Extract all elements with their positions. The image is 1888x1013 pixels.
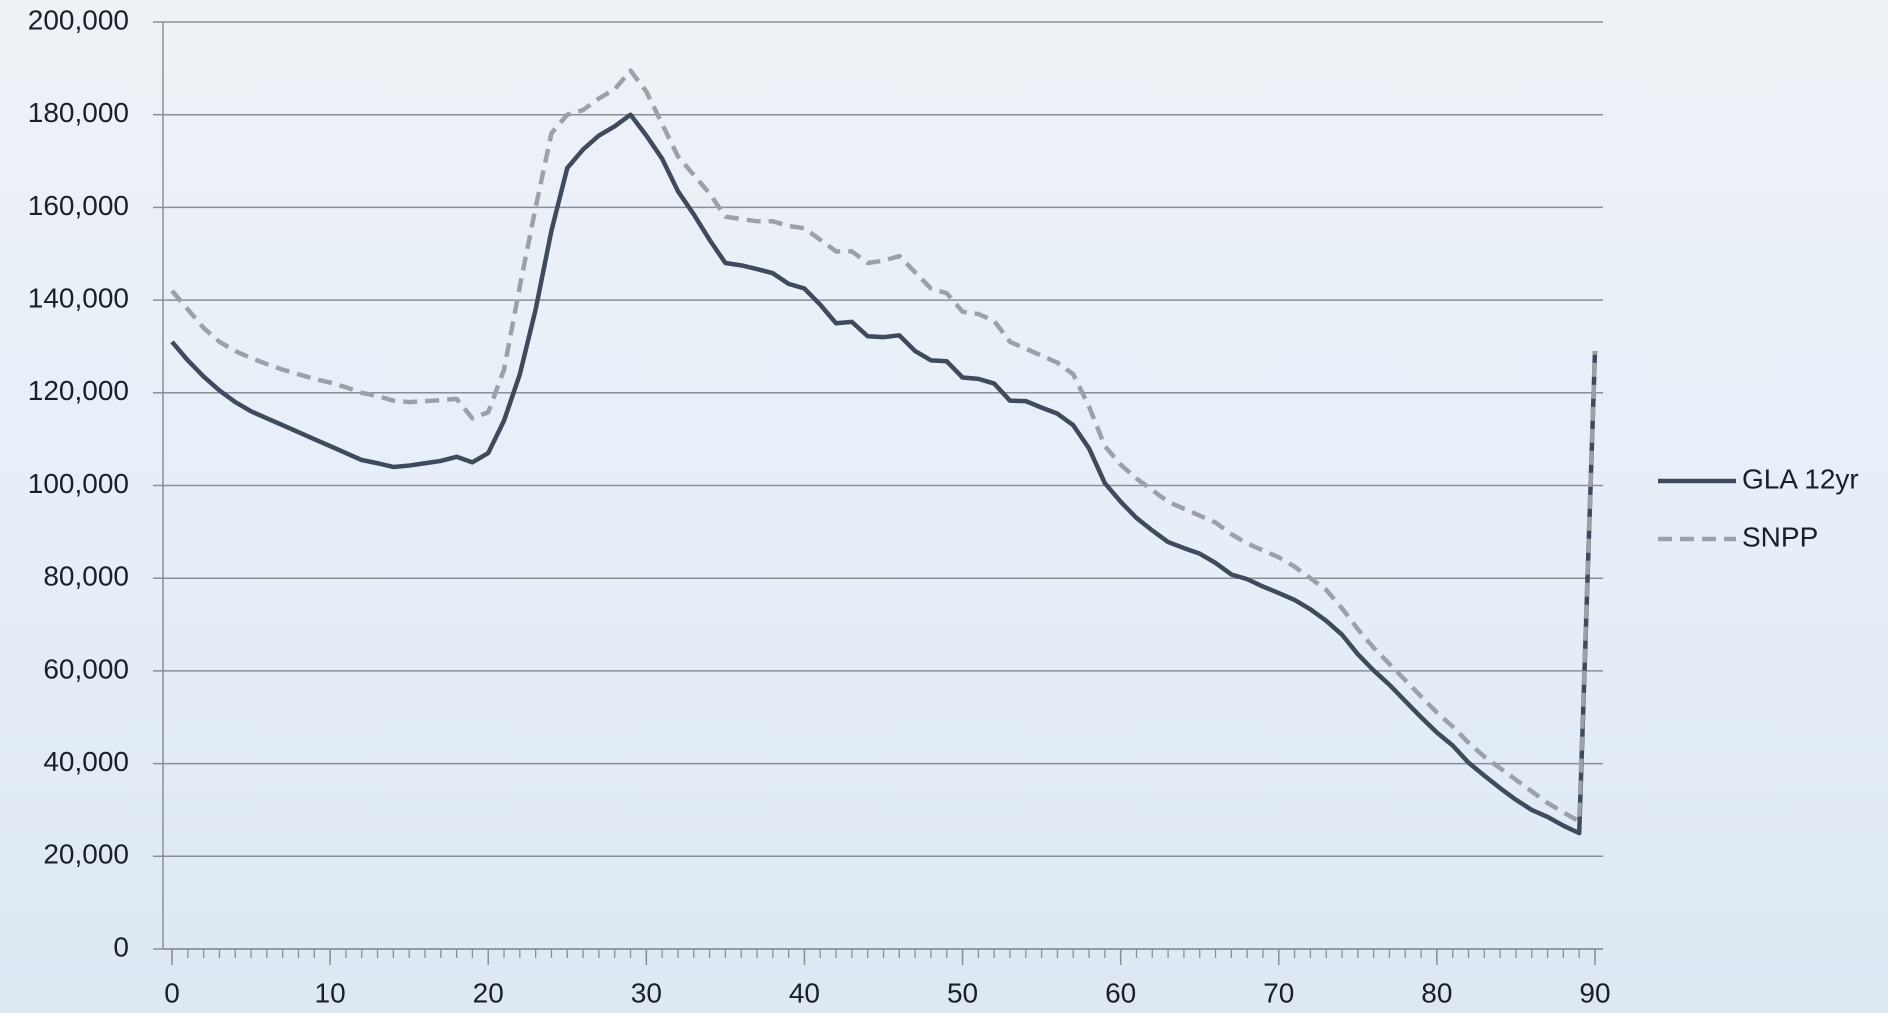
- series-line: [170, 112, 1598, 836]
- y-tick-label: 100,000: [28, 468, 129, 499]
- x-tick-label: 20: [473, 977, 504, 1008]
- x-tick-label: 30: [631, 977, 662, 1008]
- y-tick-label: 160,000: [28, 190, 129, 221]
- y-tick-label: 180,000: [28, 97, 129, 128]
- y-tick-label: 0: [113, 931, 129, 962]
- y-tick-label: 200,000: [28, 4, 129, 35]
- x-tick-label: 80: [1421, 977, 1452, 1008]
- x-tick-label: 90: [1579, 977, 1610, 1008]
- series-line: [170, 68, 1598, 824]
- legend-label: SNPP: [1742, 521, 1818, 552]
- x-tick-label: 60: [1105, 977, 1136, 1008]
- y-tick-label: 140,000: [28, 282, 129, 313]
- x-tick-label: 40: [789, 977, 820, 1008]
- y-tick-label: 60,000: [43, 653, 129, 684]
- x-tick-label: 10: [315, 977, 346, 1008]
- x-tick-label: 0: [164, 977, 180, 1008]
- x-tick-label: 50: [947, 977, 978, 1008]
- y-tick-label: 20,000: [43, 839, 129, 870]
- y-tick-label: 40,000: [43, 746, 129, 777]
- x-tick-label: 70: [1263, 977, 1294, 1008]
- y-tick-label: 80,000: [43, 561, 129, 592]
- y-tick-label: 120,000: [28, 375, 129, 406]
- legend-label: GLA 12yr: [1742, 463, 1859, 494]
